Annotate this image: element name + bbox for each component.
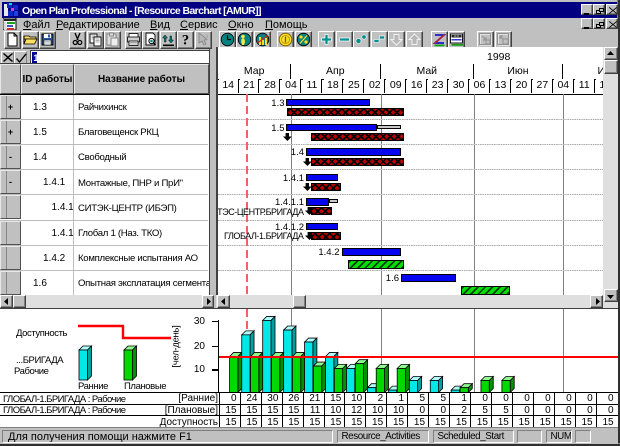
svg-text:?: ? [204,33,209,43]
svg-text:0:0: 0:0 [454,34,459,38]
svg-text:?: ? [182,32,189,47]
